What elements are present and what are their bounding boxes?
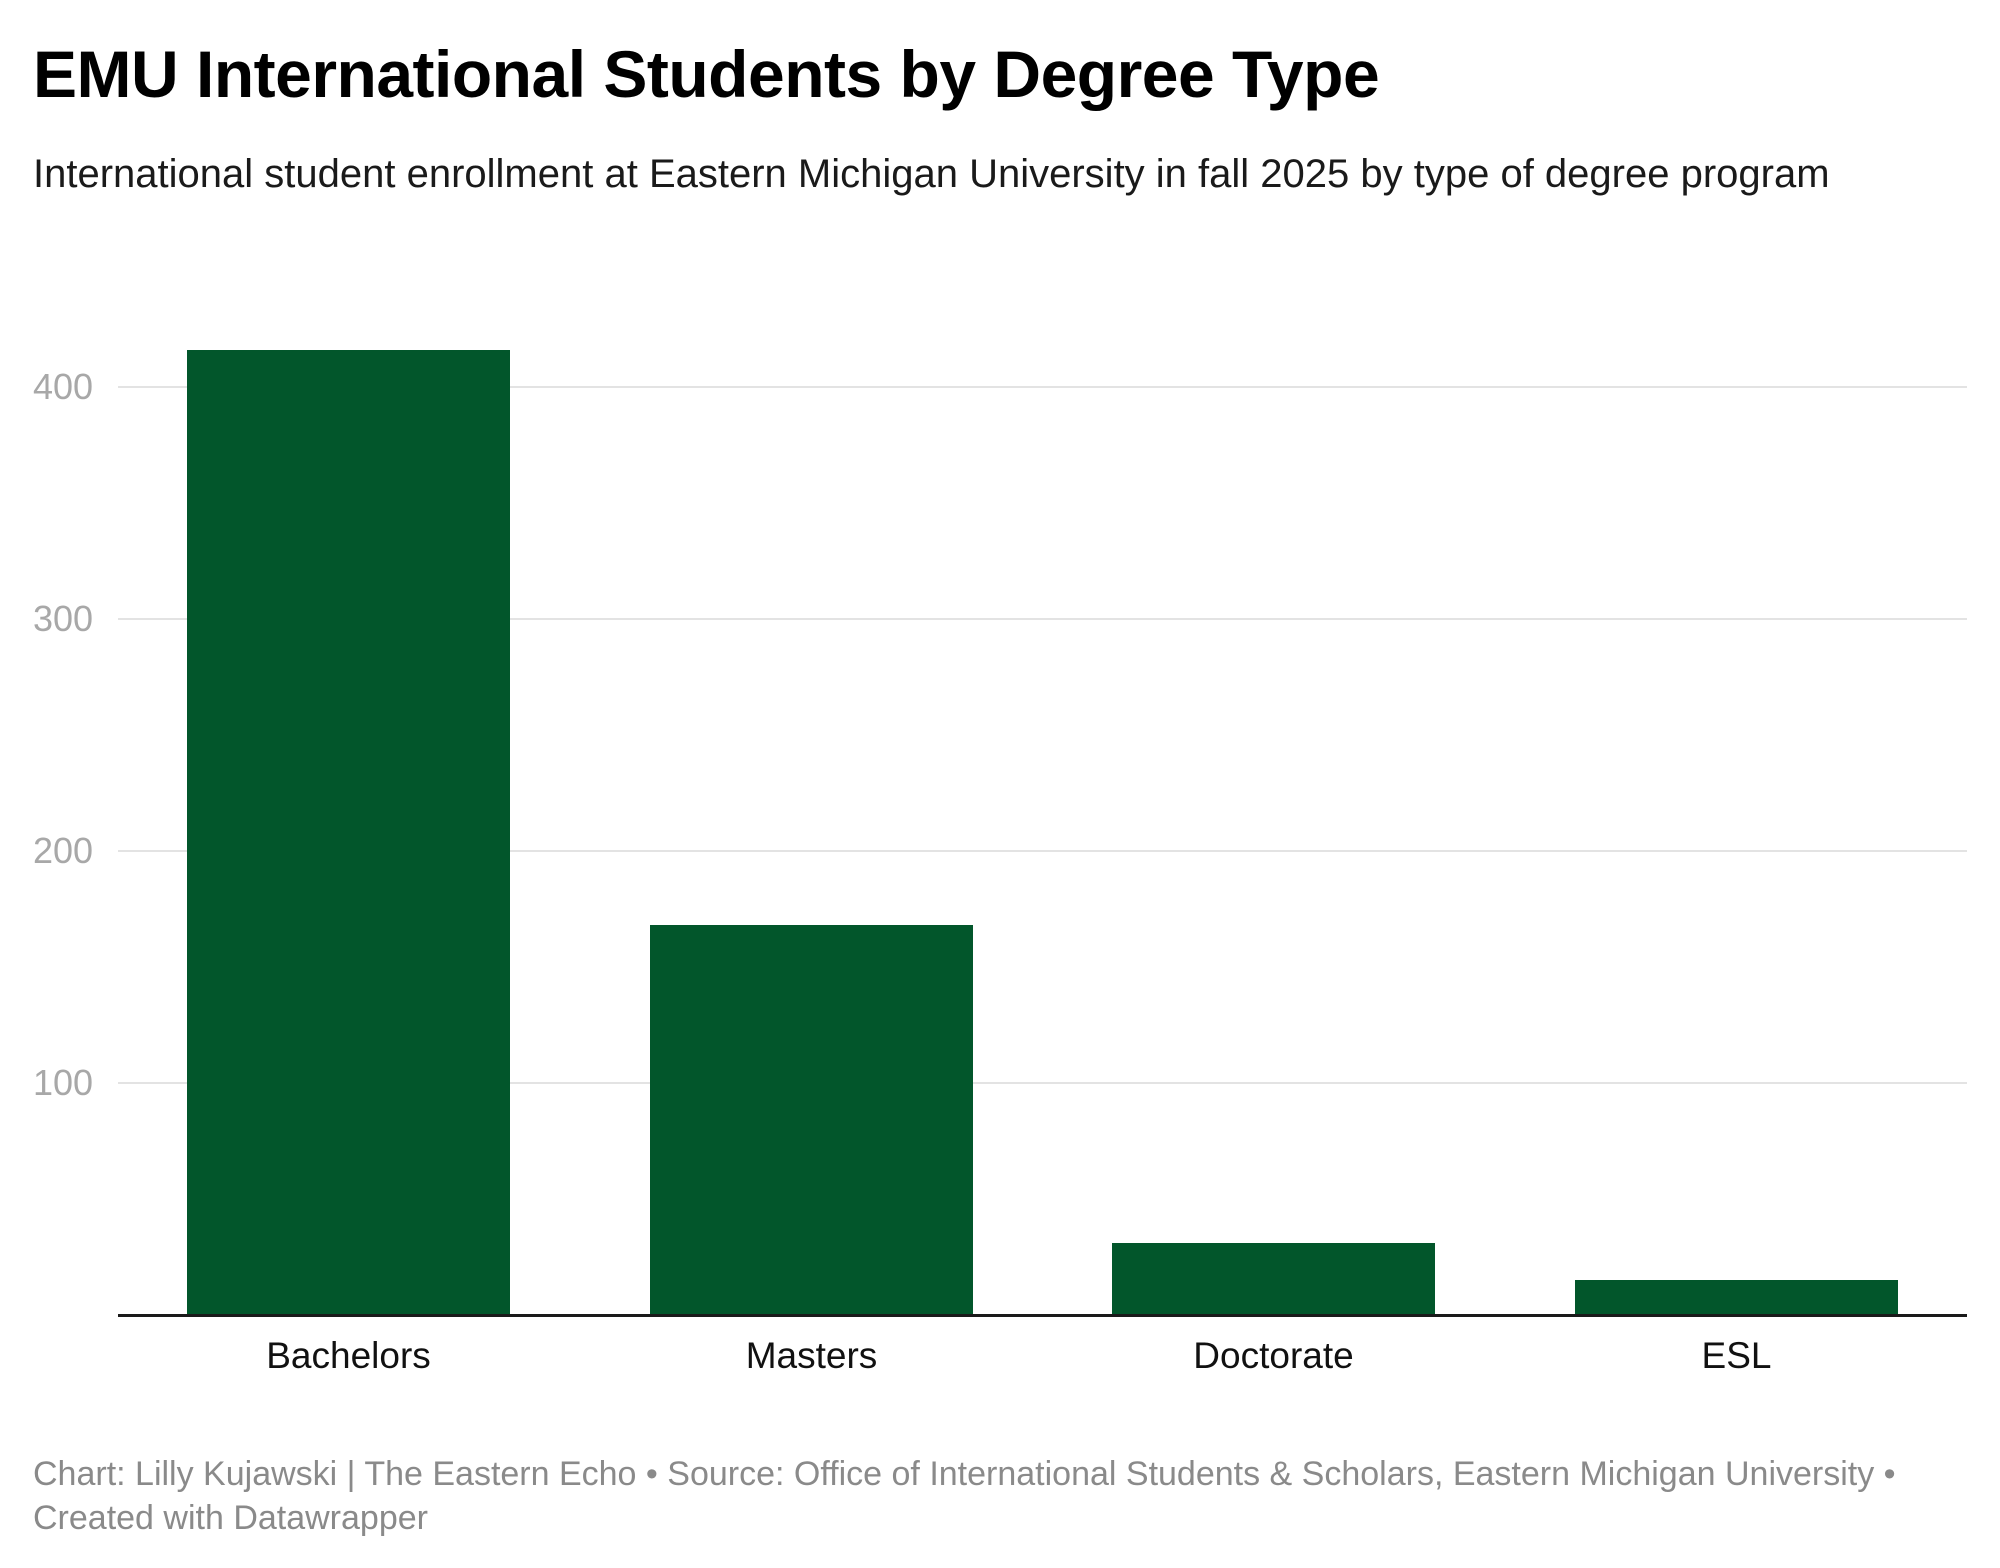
bar-doctorate[interactable] bbox=[1112, 1243, 1435, 1315]
y-axis-tick-label: 100 bbox=[33, 1062, 94, 1103]
chart-subtitle: International student enrollment at East… bbox=[33, 152, 1830, 196]
x-axis-label-doctorate: Doctorate bbox=[1193, 1335, 1354, 1376]
x-axis-label-masters: Masters bbox=[745, 1335, 878, 1376]
chart-title: EMU International Students by Degree Typ… bbox=[33, 37, 1380, 111]
bar-masters[interactable] bbox=[650, 925, 973, 1315]
credit-source-line: Chart: Lilly Kujawski | The Eastern Echo… bbox=[33, 1455, 1896, 1493]
bar-esl[interactable] bbox=[1575, 1280, 1898, 1315]
x-axis-label-esl: ESL bbox=[1701, 1335, 1772, 1376]
y-axis-tick-label: 200 bbox=[33, 830, 94, 871]
gridline bbox=[118, 386, 1967, 388]
x-axis-label-bachelors: Bachelors bbox=[266, 1335, 431, 1376]
bar-bachelors[interactable] bbox=[187, 349, 510, 1315]
gridline bbox=[118, 1082, 1967, 1084]
chart-footer: Chart: Lilly Kujawski | The Eastern Echo… bbox=[33, 1452, 1973, 1540]
gridline bbox=[118, 618, 1967, 620]
gridline bbox=[118, 850, 1967, 852]
y-axis-tick-label: 400 bbox=[33, 366, 94, 407]
y-axis-tick-label: 300 bbox=[33, 598, 94, 639]
x-axis-baseline bbox=[118, 1314, 1967, 1317]
created-with-line: Created with Datawrapper bbox=[33, 1499, 428, 1537]
